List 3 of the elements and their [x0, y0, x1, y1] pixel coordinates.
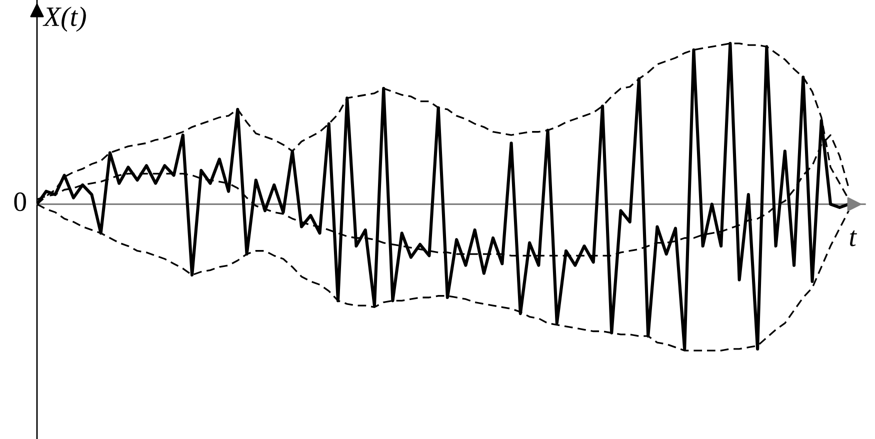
x-axis-title: t [850, 230, 857, 246]
text: 0 [14, 192, 26, 212]
y-axis-title: X(t) [42, 6, 86, 32]
